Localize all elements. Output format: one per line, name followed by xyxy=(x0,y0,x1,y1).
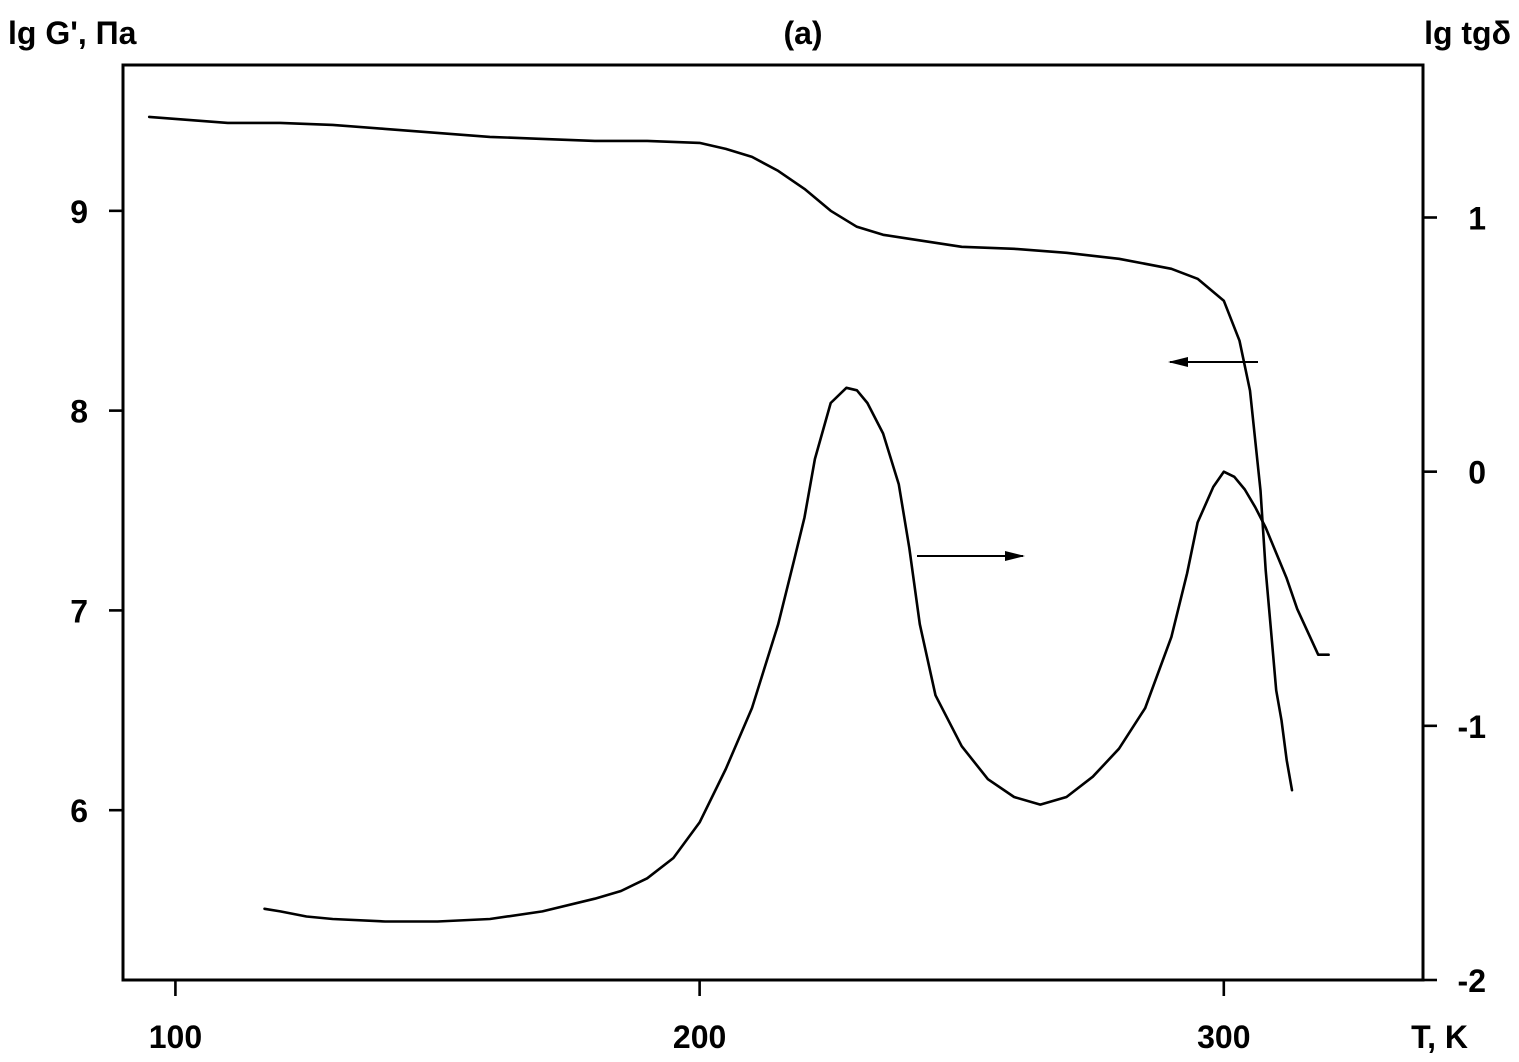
y-left-tick-label: 9 xyxy=(70,194,88,230)
series-lg-tg-delta-line xyxy=(263,386,1330,923)
x-axis-title: T, K xyxy=(1411,1019,1468,1055)
plot-frame xyxy=(121,63,1425,982)
y-right-tick-label: 1 xyxy=(1468,201,1486,237)
x-tick-label: 100 xyxy=(149,1019,202,1055)
chart-title: (a) xyxy=(783,15,822,51)
y-right-tick-label: 0 xyxy=(1468,455,1486,491)
axis-ticks: 100 200 300 6 7 8 9 -2 -1 0 1 xyxy=(70,194,1486,1055)
y-left-tick-label: 8 xyxy=(70,394,88,430)
x-tick-label: 200 xyxy=(673,1019,726,1055)
series-lg-g-line xyxy=(147,115,1294,792)
y-right-axis-title: lg tgδ xyxy=(1424,15,1511,51)
y-left-tick-label: 7 xyxy=(70,593,88,629)
y-right-tick-label: -1 xyxy=(1458,709,1486,745)
y-left-tick-label: 6 xyxy=(70,793,88,829)
y-right-tick-label: -2 xyxy=(1458,963,1486,999)
y-left-axis-title: lg G', Па xyxy=(8,15,137,51)
x-tick-label: 300 xyxy=(1197,1019,1250,1055)
